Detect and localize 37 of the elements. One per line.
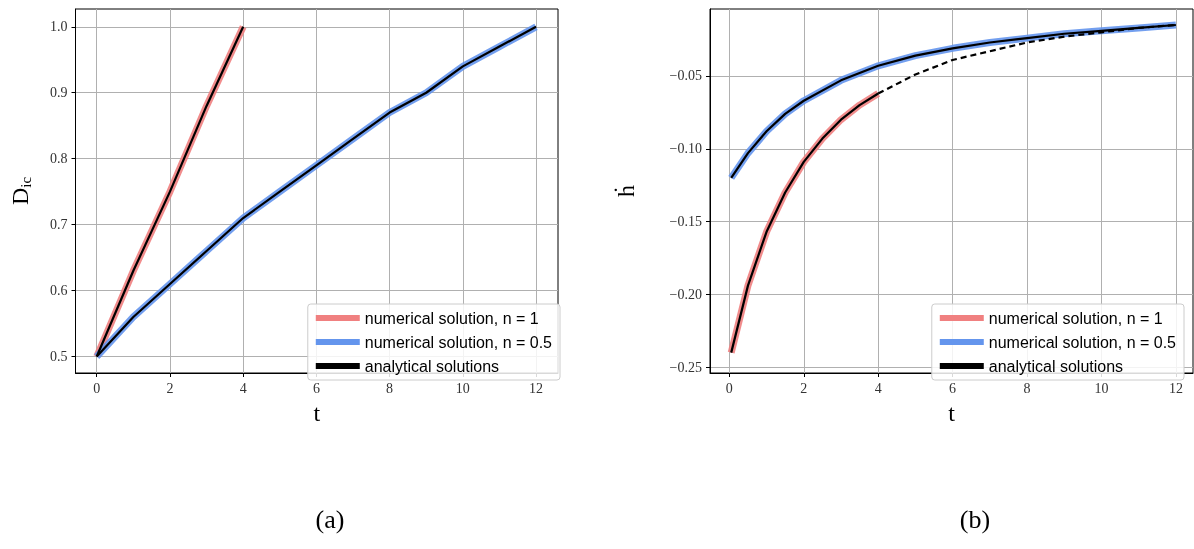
legend-label: analytical solutions: [988, 357, 1124, 375]
x-tick-label: 0: [725, 380, 733, 396]
x-tick-label: 0: [93, 380, 101, 396]
y-tick-label: 0.5: [50, 349, 68, 365]
text: (a): [315, 505, 345, 535]
x-tick-label: 10: [455, 380, 470, 396]
y-tick-label: −0.05: [669, 68, 702, 84]
y-tick-label: −0.15: [669, 214, 702, 230]
x-tick-label: 4: [874, 380, 882, 396]
y-tick-label: 0.6: [50, 283, 68, 299]
x-axis-title: t: [948, 400, 956, 426]
y-tick-label: 1.0: [50, 19, 68, 35]
y-tick-label: 0.8: [50, 151, 68, 167]
x-tick-label: 6: [949, 380, 957, 396]
y-tick-label: −0.25: [669, 359, 702, 375]
y-axis-title: ḣ: [613, 185, 639, 197]
x-tick-label: 12: [1168, 380, 1183, 396]
text: (b): [959, 505, 991, 535]
y-axis-title: Dic: [7, 176, 34, 206]
legend-label: numerical solution, n = 1: [364, 309, 539, 327]
x-tick-label: 6: [312, 380, 320, 396]
y-tick-label: 0.7: [50, 217, 68, 233]
y-tick-label: −0.10: [669, 141, 702, 157]
y-tick-label: 0.9: [50, 85, 68, 101]
x-tick-label: 2: [800, 380, 808, 396]
y-tick-label: −0.20: [669, 286, 702, 302]
legend-label: numerical solution, n = 0.5: [364, 333, 553, 351]
legend-label: numerical solution, n = 1: [988, 309, 1163, 327]
legend-label: numerical solution, n = 0.5: [988, 333, 1177, 351]
x-axis-title: t: [313, 400, 321, 426]
x-tick-label: 4: [239, 380, 247, 396]
x-tick-label: 12: [529, 380, 544, 396]
x-tick-label: 2: [166, 380, 174, 396]
x-tick-label: 8: [1023, 380, 1031, 396]
legend-label: analytical solutions: [364, 357, 500, 375]
x-tick-label: 8: [386, 380, 394, 396]
x-tick-label: 10: [1094, 380, 1109, 396]
